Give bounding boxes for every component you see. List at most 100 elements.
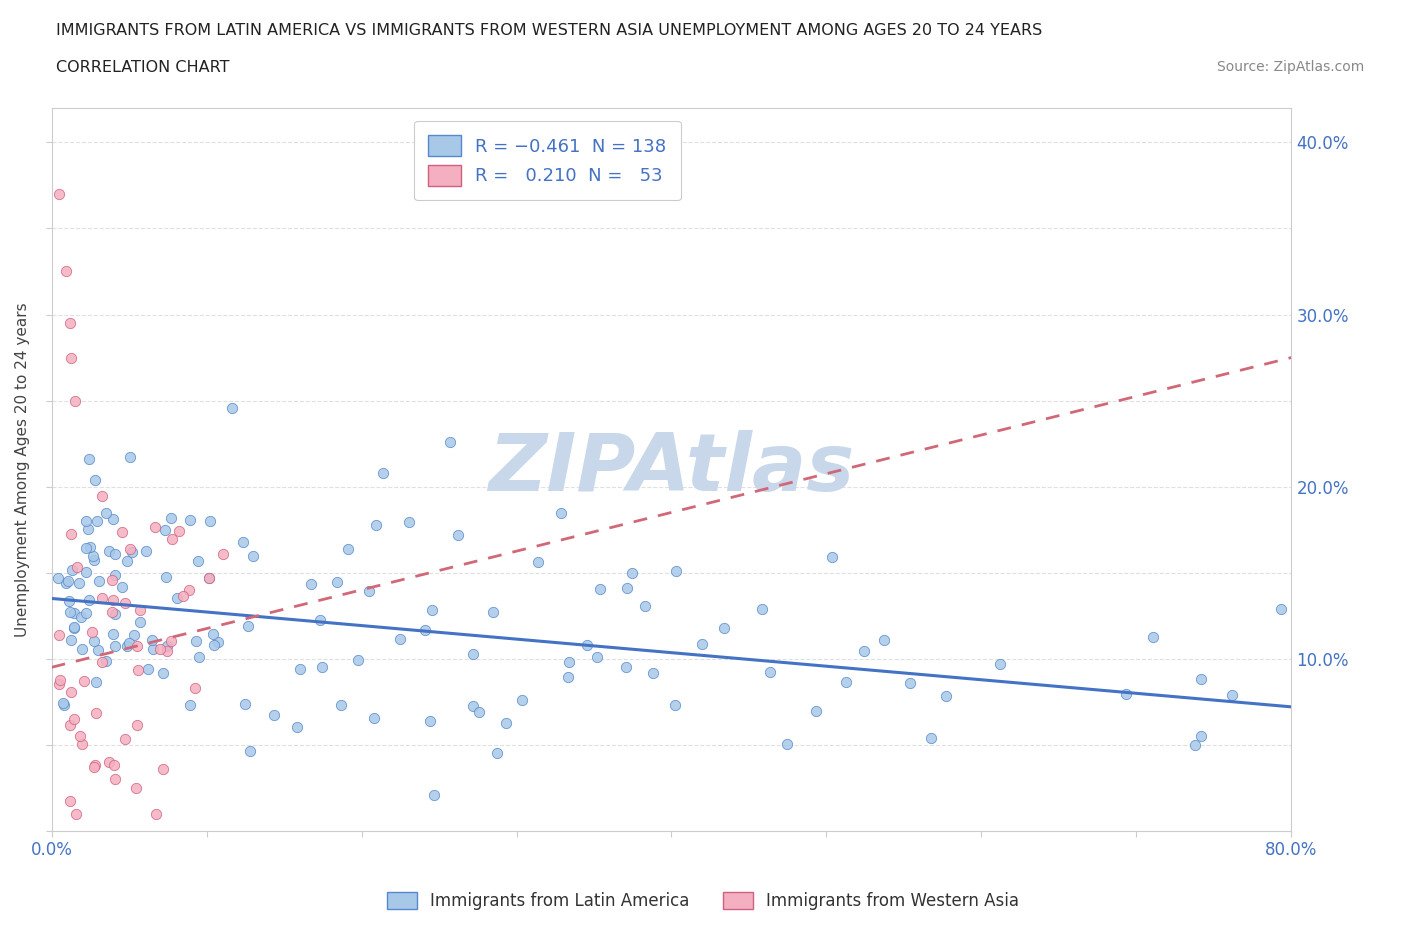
Point [486,745,509,760]
Point [59,526,82,541]
Point [104,607,127,622]
Point [172,589,194,604]
Point [63,620,86,635]
Point [125,639,148,654]
Point [232,535,254,550]
Point [75,605,97,620]
Point [65,806,87,821]
Point [83,760,105,775]
Point [98,544,121,559]
Point [127,662,149,677]
Point [48,677,70,692]
Point [114,732,136,747]
Point [242,548,264,563]
Point [616,580,638,595]
Point [1270,602,1292,617]
Point [143,519,166,534]
Point [69,609,91,624]
Point [114,596,136,611]
Point [422,788,444,803]
Point [53,698,76,713]
Point [60,632,83,647]
Point [149,642,172,657]
Point [160,511,183,525]
Point [152,762,174,777]
Point [366,518,388,533]
Point [201,627,224,642]
Point [388,631,411,646]
Point [104,772,127,787]
Point [221,401,243,416]
Point [103,512,125,526]
Point [482,604,505,619]
Text: IMMIGRANTS FROM LATIN AMERICA VS IMMIGRANTS FROM WESTERN ASIA UNEMPLOYMENT AMONG: IMMIGRANTS FROM LATIN AMERICA VS IMMIGRA… [56,23,1042,38]
Point [898,675,921,690]
Legend: Immigrants from Latin America, Immigrants from Western Asia: Immigrants from Latin America, Immigrant… [380,885,1026,917]
Point [620,565,643,580]
Point [84,472,107,487]
Point [55,575,77,590]
Point [159,634,181,649]
Point [236,618,259,633]
Point [129,603,152,618]
Point [495,716,517,731]
Point [336,541,359,556]
Point [49,673,72,688]
Point [142,642,165,657]
Point [111,525,134,539]
Point [463,698,485,713]
Point [1189,728,1212,743]
Legend: R = −0.461  N = 138, R =   0.210  N =   53: R = −0.461 N = 138, R = 0.210 N = 53 [413,121,681,200]
Point [118,450,141,465]
Point [79,592,101,607]
Point [96,654,118,669]
Point [920,730,942,745]
Point [117,554,139,569]
Point [90,655,112,670]
Point [1115,686,1137,701]
Point [141,632,163,647]
Point [56,573,79,588]
Point [759,665,782,680]
Point [166,591,188,605]
Point [83,758,105,773]
Point [184,680,207,695]
Point [461,646,484,661]
Point [84,674,107,689]
Point [873,633,896,648]
Point [557,669,579,684]
Point [69,729,91,744]
Point [104,546,127,561]
Point [94,506,117,521]
Point [263,708,285,723]
Point [1142,630,1164,644]
Point [127,717,149,732]
Point [187,553,209,568]
Point [63,393,86,408]
Point [52,696,75,711]
Point [446,527,468,542]
Point [152,665,174,680]
Point [48,187,70,202]
Point [59,793,82,808]
Point [713,620,735,635]
Point [468,705,491,720]
Point [70,737,93,752]
Point [103,758,125,773]
Point [86,513,108,528]
Point [179,698,201,712]
Point [98,754,121,769]
Point [614,659,637,674]
Point [60,350,83,365]
Point [55,264,77,279]
Point [212,547,235,562]
Point [588,581,610,596]
Point [73,674,96,689]
Point [115,639,138,654]
Point [155,570,177,585]
Point [419,713,441,728]
Point [311,659,333,674]
Point [633,598,655,613]
Point [101,627,124,642]
Y-axis label: Unemployment Among Ages 20 to 24 years: Unemployment Among Ages 20 to 24 years [15,302,30,637]
